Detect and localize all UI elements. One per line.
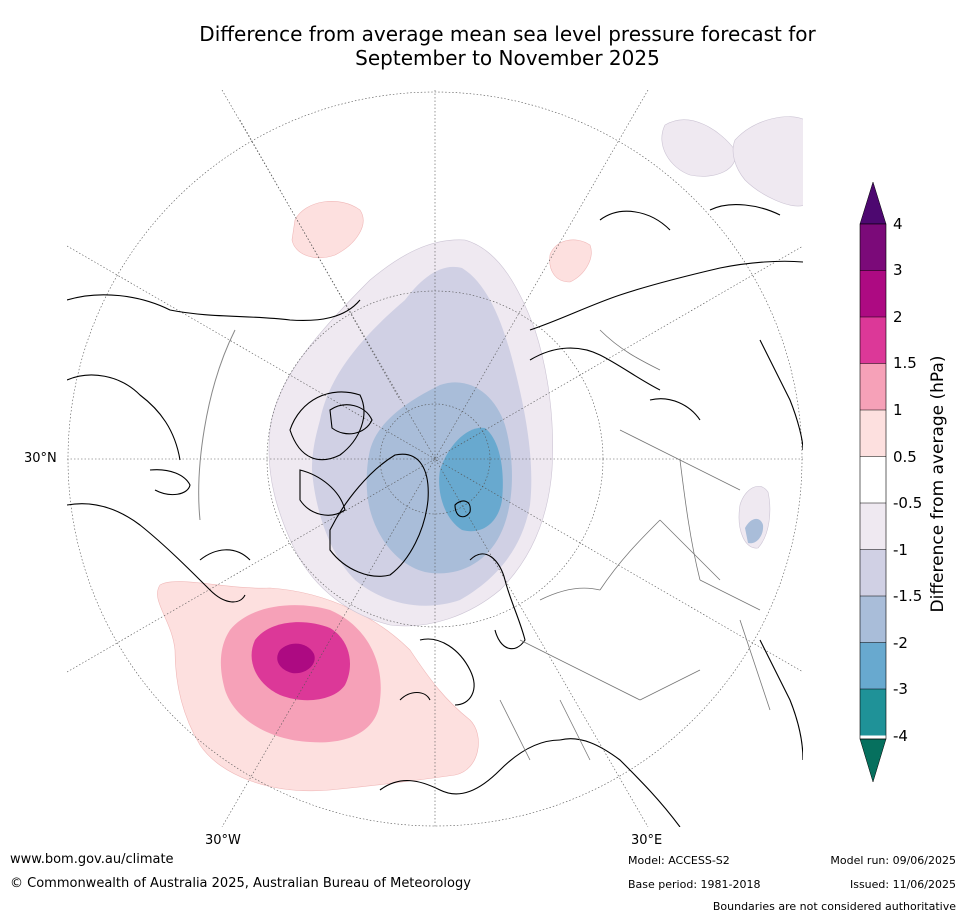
country-boundaries <box>499 329 771 761</box>
colorbar-swatch-2-to-3 <box>860 270 886 317</box>
anomaly-area-minus-1_5-central-asia <box>745 518 764 544</box>
colorbar-swatch-3-to-4 <box>860 224 886 271</box>
colorbar <box>859 182 887 783</box>
anomaly-area-0_5-to-1-iberia <box>420 708 475 763</box>
colorbar-label-minus-3: -3 <box>893 680 908 698</box>
footer-model-run: Model run: 09/06/2025 <box>830 854 956 867</box>
colorbar-dividers <box>860 270 886 690</box>
meridian-arc <box>198 329 236 521</box>
anomaly-area-0_5-to-1-siberia <box>549 239 592 283</box>
colorbar-swatch-0_5-to-1 <box>860 410 886 457</box>
colorbar-over-triangle <box>859 182 887 225</box>
footer-url[interactable]: www.bom.gov.au/climate <box>10 852 174 867</box>
colorbar-swatch-minus-3-to-minus-2 <box>860 642 886 689</box>
coastlines <box>67 204 803 827</box>
footer-model: Model: ACCESS-S2 <box>628 854 730 867</box>
colorbar-label-minus-4: -4 <box>893 727 908 745</box>
colorbar-swatch-minus-2-to-minus-1_5 <box>860 596 886 643</box>
anomaly-area-2-to-3 <box>277 643 315 674</box>
lat-label-30n: 30°N <box>24 451 57 466</box>
colorbar-label-minus-1_5: -1.5 <box>893 587 923 605</box>
colorbar-label-1_5: 1.5 <box>893 354 917 372</box>
map-title: Difference from average mean sea level p… <box>90 22 925 70</box>
title-line-2: September to November 2025 <box>355 46 660 70</box>
footer-issued: Issued: 11/06/2025 <box>849 878 956 891</box>
colorbar-swatch-minus-0_5-to-0_5 <box>860 456 886 503</box>
colorbar-under-triangle <box>859 738 887 783</box>
lon-label-30e: 30°E <box>631 833 663 848</box>
colorbar-swatch-minus-1-to-minus-0_5 <box>860 503 886 550</box>
colorbar-label-4: 4 <box>893 215 903 233</box>
footer-disclaimer: Boundaries are not considered authoritat… <box>712 900 956 913</box>
colorbar-label-1: 1 <box>893 401 903 419</box>
graticule <box>67 90 803 827</box>
colorbar-label-minus-0_5: -0.5 <box>893 494 923 512</box>
colorbar-label-3: 3 <box>893 261 903 279</box>
colorbar-title: Difference from average (hPa) <box>928 355 948 613</box>
anomaly-area-minus-0_5-north-pacific <box>661 119 736 177</box>
colorbar-label-minus-1: -1 <box>893 541 908 559</box>
anomaly-area-0_5-to-1-greenland-sea <box>291 200 364 259</box>
colorbar-label-minus-2: -2 <box>893 634 908 652</box>
colorbar-swatch-1-to-1_5 <box>860 363 886 410</box>
footer-base-period: Base period: 1981-2018 <box>628 878 761 891</box>
footer-copyright: © Commonwealth of Australia 2025, Austra… <box>10 876 471 891</box>
colorbar-swatch-minus-1_5-to-minus-1 <box>860 549 886 596</box>
colorbar-swatch-1_5-to-2 <box>860 317 886 364</box>
colorbar-swatch-minus-4-to-minus-3 <box>860 689 886 736</box>
title-line-1: Difference from average mean sea level p… <box>199 22 816 46</box>
pressure-anomaly-map <box>67 90 803 827</box>
lon-label-30w: 30°W <box>205 833 241 848</box>
anomaly-area-minus-0_5-alaska <box>732 116 803 207</box>
colorbar-label-0_5: 0.5 <box>893 448 917 466</box>
colorbar-label-2: 2 <box>893 308 903 326</box>
